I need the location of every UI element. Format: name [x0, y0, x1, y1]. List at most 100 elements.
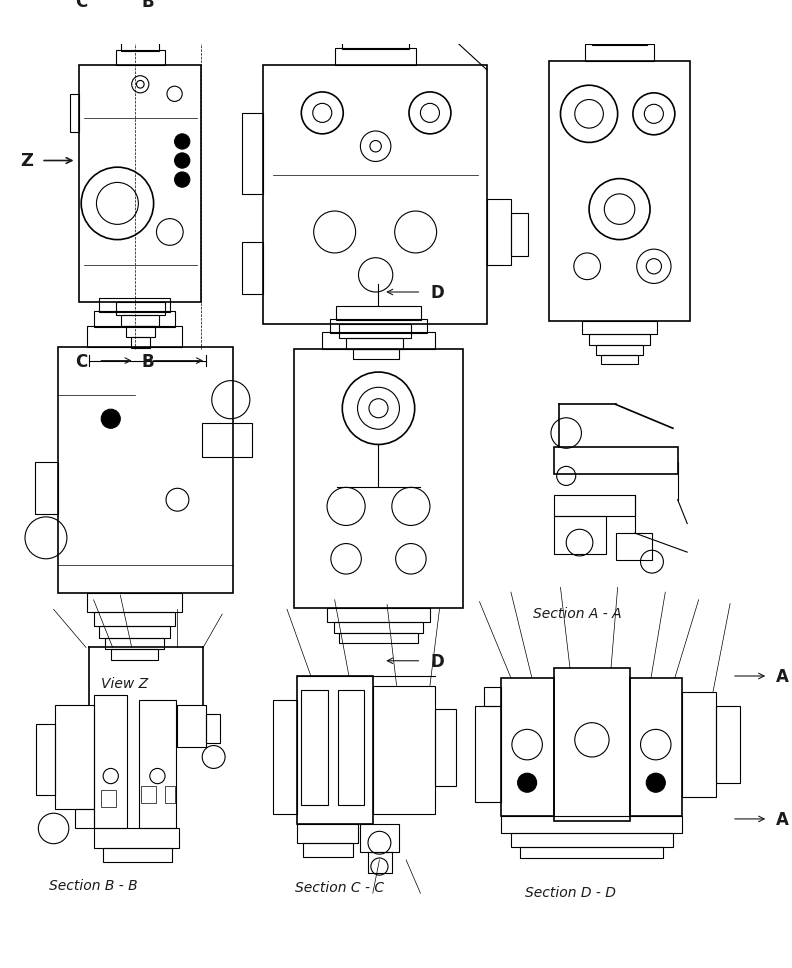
Bar: [93, 829, 179, 848]
Bar: [336, 306, 421, 319]
Bar: [126, 25, 154, 38]
Bar: [554, 447, 678, 474]
Bar: [346, 338, 403, 349]
Circle shape: [646, 773, 665, 792]
Text: Section B - B: Section B - B: [49, 879, 138, 892]
Bar: [177, 705, 206, 747]
Bar: [435, 710, 455, 786]
Bar: [589, 334, 650, 346]
Bar: [296, 824, 359, 843]
Bar: [105, 638, 164, 650]
Bar: [511, 213, 528, 256]
Bar: [101, 790, 116, 807]
Text: B: B: [141, 352, 154, 371]
Bar: [549, 61, 690, 320]
Bar: [126, 326, 154, 337]
Bar: [352, 349, 398, 359]
Bar: [360, 824, 398, 852]
Bar: [242, 113, 263, 194]
Bar: [630, 678, 683, 816]
Bar: [93, 311, 174, 327]
Bar: [349, 25, 402, 38]
Bar: [342, 37, 409, 49]
Text: B: B: [141, 0, 154, 12]
Text: Z: Z: [21, 153, 33, 170]
Circle shape: [174, 134, 190, 149]
Bar: [327, 608, 430, 621]
Bar: [74, 809, 93, 829]
Bar: [165, 786, 174, 802]
Bar: [601, 355, 638, 364]
Bar: [330, 318, 427, 333]
Bar: [99, 298, 169, 312]
Circle shape: [101, 409, 120, 428]
Bar: [121, 315, 159, 326]
Text: A: A: [776, 811, 789, 829]
Bar: [242, 241, 263, 294]
Bar: [87, 593, 182, 612]
Bar: [511, 833, 673, 847]
Bar: [340, 633, 417, 643]
Bar: [615, 533, 652, 560]
Bar: [322, 332, 435, 349]
Text: D: D: [431, 284, 444, 302]
Bar: [79, 65, 201, 302]
Bar: [116, 302, 165, 315]
Circle shape: [518, 773, 537, 792]
Bar: [93, 695, 127, 829]
Bar: [55, 705, 93, 809]
Bar: [303, 843, 352, 857]
Text: C: C: [74, 352, 87, 371]
Circle shape: [174, 172, 190, 187]
Bar: [36, 724, 55, 795]
Bar: [333, 621, 423, 633]
Bar: [116, 50, 165, 65]
Bar: [296, 676, 373, 824]
Text: Section D - D: Section D - D: [524, 887, 615, 900]
Bar: [373, 685, 435, 814]
Bar: [596, 346, 643, 355]
Text: View Z: View Z: [101, 677, 149, 690]
Bar: [111, 650, 158, 660]
Bar: [683, 692, 716, 797]
Bar: [716, 707, 740, 783]
Bar: [592, 33, 647, 45]
Bar: [487, 198, 511, 265]
Bar: [582, 320, 657, 334]
Bar: [301, 690, 328, 804]
Bar: [554, 495, 635, 516]
Text: C: C: [74, 0, 87, 12]
Bar: [294, 349, 463, 608]
Bar: [35, 462, 59, 514]
Bar: [337, 690, 364, 804]
Bar: [585, 45, 654, 61]
Bar: [368, 852, 392, 873]
Bar: [335, 48, 416, 65]
Bar: [501, 816, 683, 833]
Bar: [103, 848, 172, 862]
Bar: [99, 626, 169, 638]
Bar: [139, 700, 176, 829]
Bar: [599, 21, 641, 34]
Bar: [70, 94, 79, 132]
Text: A: A: [776, 668, 789, 686]
Text: Section C - C: Section C - C: [295, 882, 384, 895]
Bar: [87, 326, 182, 348]
Bar: [59, 348, 233, 593]
Bar: [520, 847, 664, 858]
Bar: [263, 65, 487, 324]
Bar: [272, 700, 296, 814]
Bar: [121, 37, 159, 51]
Text: Section A - A: Section A - A: [533, 607, 622, 621]
Bar: [340, 324, 411, 338]
Bar: [141, 786, 155, 802]
Bar: [501, 678, 554, 816]
Bar: [202, 423, 252, 457]
Bar: [554, 668, 630, 821]
Bar: [554, 516, 606, 554]
Text: D: D: [431, 652, 444, 671]
Circle shape: [174, 153, 190, 168]
Bar: [474, 707, 501, 802]
Bar: [131, 14, 150, 26]
Bar: [93, 612, 174, 626]
